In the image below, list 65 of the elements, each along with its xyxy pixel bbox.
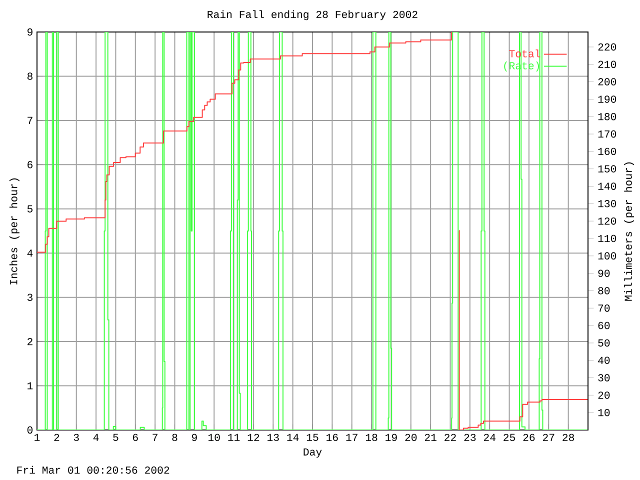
x-tick-label: 6	[132, 434, 138, 442]
y2-tick-label: 110	[598, 234, 616, 242]
x-tick-label: 19	[386, 434, 397, 442]
x-tick-label: 2	[54, 434, 60, 441]
x-tick-label: 18	[366, 434, 378, 442]
y2-tick-label: 30	[598, 374, 610, 382]
y-tick-label: 4	[27, 250, 33, 257]
y2-tick-label: 60	[598, 322, 610, 330]
x-tick-label: 22	[444, 434, 456, 441]
y-tick-label: 2	[28, 338, 32, 346]
y2-tick-label: 130	[598, 200, 616, 208]
x-tick-label: 12	[248, 434, 260, 441]
y2-tick-label: 180	[598, 113, 616, 120]
x-tick-label: 10	[208, 434, 220, 442]
y-axis-title: Inches (per hour)	[9, 178, 20, 284]
x-tick-label: 23	[464, 434, 476, 442]
x-tick-label: 4	[93, 434, 99, 441]
y2-tick-label: 80	[598, 287, 610, 294]
y-tick-label: 3	[27, 294, 33, 301]
x-axis-title: Day	[304, 448, 322, 458]
y2-tick-label: 160	[598, 148, 616, 156]
y2-tick-label: 20	[598, 392, 610, 399]
y2-tick-label: 120	[598, 217, 616, 225]
y2-tick-label: 50	[598, 339, 610, 347]
y-tick-label: 7	[28, 116, 32, 124]
y2-tick-label: 90	[598, 270, 610, 277]
y2-tick-label: 210	[598, 60, 616, 68]
y2-tick-label: 10	[598, 408, 610, 416]
y2-tick-label: 170	[598, 130, 616, 138]
text: Fri Mar 01 00:20:56 2002	[17, 466, 170, 474]
x-tick-label: 16	[326, 434, 338, 442]
x-tick-label: 14	[287, 434, 299, 441]
x-tick-label: 8	[172, 434, 178, 442]
y-tick-label: 1	[28, 382, 33, 390]
x-tick-label: 9	[192, 434, 197, 442]
x-tick-label: 20	[405, 434, 417, 442]
y-tick-label: 6	[28, 161, 32, 168]
y2-tick-label: 200	[598, 78, 616, 86]
x-tick-label: 11	[228, 434, 240, 441]
y2-tick-label: 190	[598, 96, 616, 103]
x-tick-label: 21	[424, 434, 436, 441]
y-tick-label: 5	[27, 205, 33, 212]
x-tick-label: 24	[484, 434, 496, 441]
y2-tick-label: 40	[598, 356, 610, 364]
y-tick-label: 9	[28, 28, 32, 36]
y2-axis-title: Millimeters (per hour)	[624, 162, 634, 301]
y-tick-label: 8	[27, 72, 32, 80]
y-tick-label: 0	[27, 426, 33, 434]
y2-tick-label: 140	[598, 182, 616, 190]
x-tick-label: 5	[113, 434, 118, 441]
y2-tick-label: 150	[598, 165, 616, 172]
x-tick-label: 3	[74, 434, 79, 442]
chart-title: Rain Fall ending 28 February 2002	[208, 10, 418, 20]
x-tick-label: 7	[152, 434, 158, 441]
x-tick-label: 17	[346, 434, 358, 441]
y2-tick-label: 220	[598, 43, 616, 51]
x-tick-label: 26	[523, 434, 535, 442]
y2-tick-label: 70	[598, 304, 610, 312]
x-tick-label: 1	[34, 434, 40, 441]
x-tick-label: 13	[268, 434, 279, 442]
x-tick-label: 15	[306, 434, 318, 441]
y2-tick-label: 100	[598, 252, 616, 260]
x-tick-label: 28	[562, 434, 574, 442]
x-tick-label: 27	[542, 434, 554, 441]
x-tick-label: 25	[504, 434, 516, 442]
